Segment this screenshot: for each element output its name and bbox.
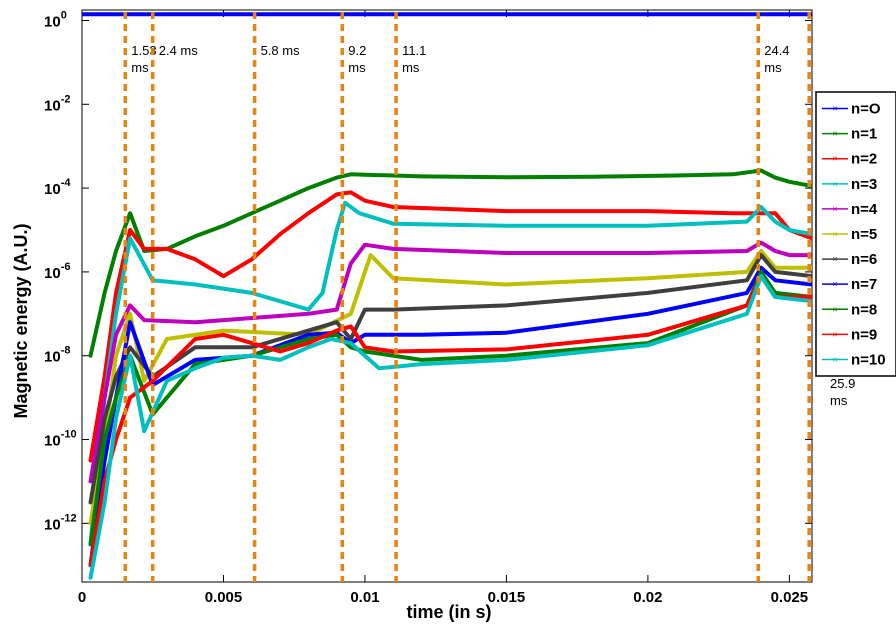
x-tick-label: 0.005 — [205, 589, 243, 606]
legend-label: n=O — [851, 101, 881, 118]
y-tick-label: 100 — [44, 9, 67, 30]
legend-label: n=3 — [851, 176, 877, 193]
legend-marker: × — [832, 104, 837, 114]
x-tick-label: 0.015 — [488, 589, 526, 606]
series-line-7 — [88, 265, 812, 568]
vline-label: 5.8 ms — [261, 43, 301, 58]
vline-label: ms — [131, 60, 149, 75]
legend-label: n=1 — [851, 126, 877, 143]
plot-area: 0 0.005 0.01 0.015 0.02 0.025 10-12 10-10 10-8 10… — [44, 9, 855, 606]
vline-label: 25.9 — [830, 376, 855, 391]
legend-marker: × — [832, 154, 837, 164]
legend-label: n=7 — [851, 276, 877, 293]
vline-label: ms — [348, 60, 366, 75]
vline-label: 24.4 — [764, 43, 789, 58]
x-tick-label: 0.01 — [350, 589, 379, 606]
series-line-9 — [88, 274, 812, 568]
legend-label: n=8 — [851, 301, 877, 318]
x-tick-label: 0.02 — [633, 589, 662, 606]
y-tick-label: 10-4 — [44, 177, 71, 198]
series-line-5 — [88, 249, 812, 526]
legend-marker: × — [832, 329, 837, 339]
series-line-2 — [88, 190, 812, 463]
legend-marker: × — [832, 354, 837, 364]
vline-label: ms — [402, 60, 420, 75]
y-tick-label: 10-10 — [44, 429, 77, 450]
x-tick-label: 0.025 — [771, 589, 809, 606]
legend-marker: × — [832, 179, 837, 189]
legend-marker: × — [832, 229, 837, 239]
x-tick-label: 0 — [78, 589, 86, 606]
legend: × n=O × n=1 × n=2 × n=3 × n=4 × n=5 × n=6 × n=7 × n=8 × n=9… — [815, 91, 896, 377]
y-tick-label: 10-8 — [44, 345, 70, 366]
legend-marker: × — [832, 279, 837, 289]
vline-label: 11.1 — [402, 43, 426, 58]
legend-marker: × — [832, 204, 837, 214]
series-line-3 — [88, 200, 812, 547]
legend-label: n=2 — [851, 151, 877, 168]
series-group — [82, 12, 812, 580]
legend-marker: × — [832, 254, 837, 264]
legend-label: n=9 — [851, 326, 877, 343]
legend-label: n=5 — [851, 226, 877, 243]
y-tick-label: 10-2 — [44, 93, 70, 114]
series-line-6 — [88, 253, 812, 505]
legend-label: n=4 — [851, 201, 878, 218]
legend-marker: × — [832, 304, 837, 314]
plot-frame — [81, 9, 813, 583]
y-tick-label: 10-12 — [44, 512, 77, 533]
series-line-4 — [88, 240, 812, 484]
x-axis-title: time (in s) — [406, 602, 491, 622]
vline-label: ms — [830, 393, 848, 408]
y-axis-title: Magnetic energy (A.U.) — [11, 223, 31, 418]
series-line-1 — [88, 168, 812, 358]
series-line-8 — [88, 269, 812, 547]
legend-label: n=10 — [851, 351, 886, 368]
vline-label: 1.53 — [131, 43, 156, 58]
vline-label: ms — [764, 60, 782, 75]
legend-label: n=6 — [851, 251, 877, 268]
y-tick-label: 10-6 — [44, 261, 70, 282]
vline-label: 2.4 ms — [159, 43, 199, 58]
vline-label: 9.2 — [348, 43, 366, 58]
legend-marker: × — [832, 129, 837, 139]
series-line-10 — [88, 274, 812, 580]
